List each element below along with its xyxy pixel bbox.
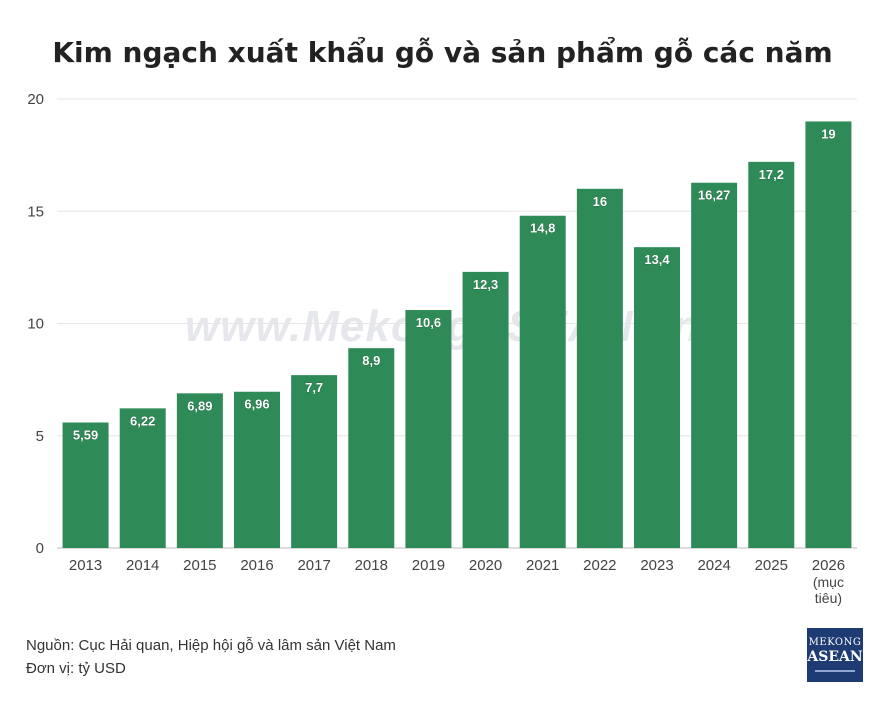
data-label: 6,22 bbox=[130, 413, 155, 428]
bar bbox=[634, 247, 680, 549]
bar bbox=[62, 422, 109, 548]
bar bbox=[805, 121, 852, 548]
x-tick-label: 2026 bbox=[812, 557, 845, 574]
bar bbox=[119, 408, 166, 548]
x-tick-label: 2014 bbox=[126, 557, 159, 574]
bar bbox=[748, 161, 795, 549]
bar bbox=[405, 310, 452, 548]
x-tick-label: 2019 bbox=[412, 557, 445, 574]
logo-rule bbox=[815, 670, 855, 672]
y-tick-label: 10 bbox=[27, 316, 44, 333]
chart-title: Kim ngạch xuất khẩu gỗ và sản phẩm gỗ cá… bbox=[52, 36, 833, 69]
y-tick-label: 15 bbox=[27, 203, 44, 220]
data-label: 10,6 bbox=[416, 315, 441, 330]
x-tick-label: 2020 bbox=[469, 557, 502, 574]
x-tick-label: 2013 bbox=[69, 557, 102, 574]
y-tick-label: 20 bbox=[27, 91, 44, 108]
x-tick-label: 2023 bbox=[640, 557, 673, 574]
bar bbox=[462, 271, 509, 548]
bar bbox=[576, 188, 623, 549]
x-tick-sublabel: tiêu) bbox=[815, 590, 842, 606]
data-label: 8,9 bbox=[362, 353, 380, 368]
bar-chart: 0 5 10 15 20 5,59 2013 6,22 2014 6,89 2015 6,96 2016… bbox=[27, 91, 857, 606]
x-tick-label: 2015 bbox=[183, 557, 216, 574]
logo-line2: ASEAN bbox=[807, 649, 863, 665]
y-tick-label: 0 bbox=[36, 540, 44, 557]
data-label: 16 bbox=[593, 194, 607, 209]
x-tick-sublabel: (mục bbox=[813, 574, 844, 590]
unit-note: Đơn vị: tỷ USD bbox=[26, 660, 126, 677]
x-tick-label: 2017 bbox=[297, 557, 330, 574]
bar bbox=[691, 182, 738, 548]
data-label: 14,8 bbox=[530, 221, 555, 236]
bar bbox=[291, 375, 338, 548]
logo-line1: MEKONG bbox=[808, 637, 862, 648]
mekong-asean-logo: MEKONG ASEAN bbox=[807, 628, 863, 682]
data-label: 6,96 bbox=[244, 397, 269, 412]
data-label: 17,2 bbox=[759, 167, 784, 182]
x-tick-label: 2024 bbox=[697, 557, 730, 574]
bar bbox=[519, 215, 566, 549]
data-label: 5,59 bbox=[73, 428, 98, 443]
data-label: 13,4 bbox=[644, 252, 670, 267]
bar bbox=[176, 393, 223, 548]
x-tick-label: 2022 bbox=[583, 557, 616, 574]
source-note: Nguồn: Cục Hải quan, Hiệp hội gỗ và lâm … bbox=[26, 637, 396, 654]
x-tick-label: 2025 bbox=[755, 557, 788, 574]
data-label: 19 bbox=[821, 126, 835, 141]
data-label: 6,89 bbox=[187, 398, 212, 413]
data-label: 12,3 bbox=[473, 277, 498, 292]
bar bbox=[234, 391, 280, 548]
x-tick-label: 2018 bbox=[355, 557, 388, 574]
data-label: 16,27 bbox=[698, 188, 731, 203]
bar bbox=[348, 348, 395, 548]
x-tick-label: 2016 bbox=[240, 557, 273, 574]
y-tick-label: 5 bbox=[36, 428, 44, 445]
data-label: 7,7 bbox=[305, 380, 323, 395]
x-tick-label: 2021 bbox=[526, 557, 559, 574]
